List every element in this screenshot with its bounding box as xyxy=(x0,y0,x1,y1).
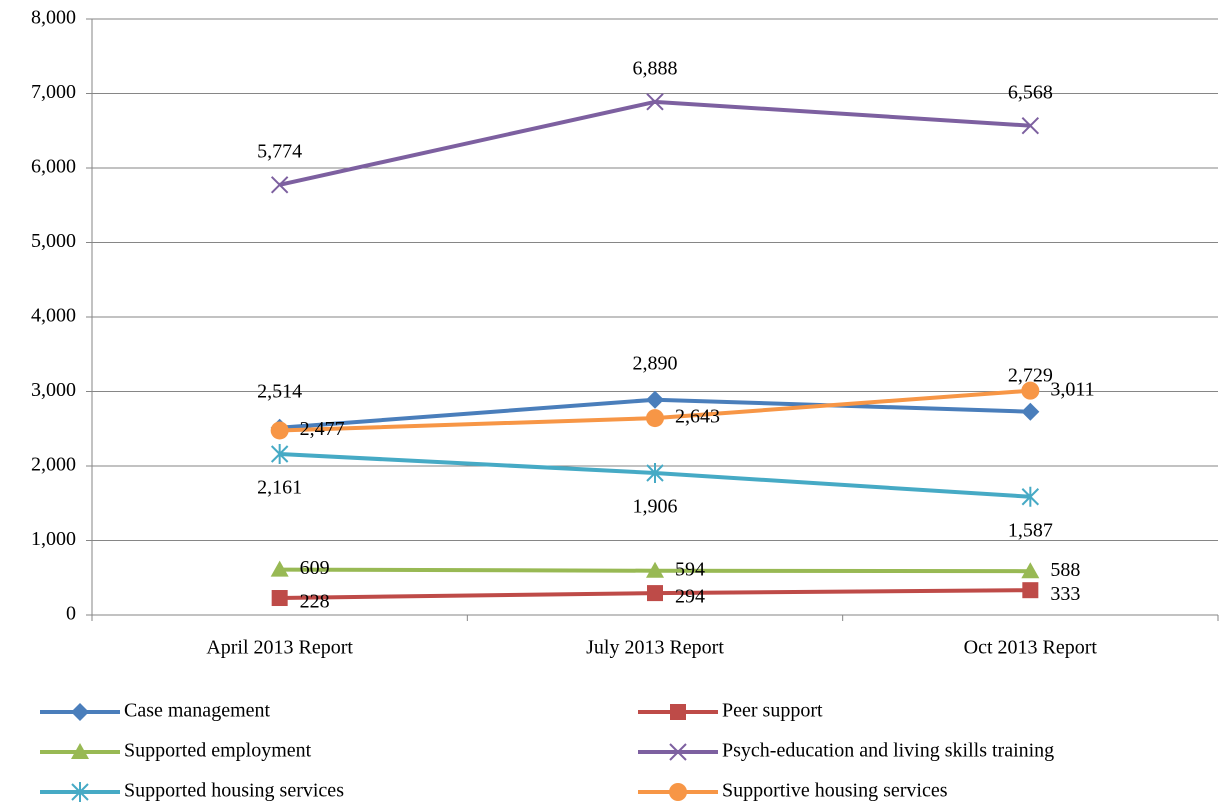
marker xyxy=(669,743,687,761)
data-label: 228 xyxy=(300,591,330,613)
marker xyxy=(646,561,664,578)
data-label: 2,161 xyxy=(257,477,302,499)
data-label: 333 xyxy=(1050,583,1080,605)
y-tick-label: 7,000 xyxy=(31,81,76,103)
series: 5,774 6,888 6,568 xyxy=(257,57,1053,194)
y-tick-label: 8,000 xyxy=(31,7,76,29)
data-label: 5,774 xyxy=(257,140,302,162)
marker xyxy=(1022,582,1039,599)
marker xyxy=(1021,562,1040,579)
data-label: 588 xyxy=(1050,559,1080,581)
legend-label: Psych-education and living skills traini… xyxy=(722,740,1054,762)
x-tick-label: July 2013 Report xyxy=(586,637,724,659)
y-tick-label: 4,000 xyxy=(31,305,76,327)
marker xyxy=(270,444,289,465)
marker xyxy=(1021,402,1040,421)
marker xyxy=(1021,381,1040,400)
marker xyxy=(1021,486,1040,507)
y-tick-label: 6,000 xyxy=(31,156,76,178)
data-label: 2,477 xyxy=(300,418,345,440)
legend-label: Peer support xyxy=(722,700,823,722)
series: 228 294 333 xyxy=(271,582,1080,613)
data-label: 1,587 xyxy=(1008,519,1053,541)
marker xyxy=(646,93,664,111)
x-tick-label: April 2013 Report xyxy=(206,637,353,659)
marker xyxy=(669,783,687,801)
legend-label: Supported housing services xyxy=(124,780,344,802)
marker xyxy=(646,409,664,428)
marker xyxy=(71,703,89,721)
marker xyxy=(1021,116,1040,135)
series: 2,161 1,906 1,587 xyxy=(257,444,1053,541)
marker xyxy=(71,782,89,802)
data-label: 6,568 xyxy=(1008,81,1053,103)
marker xyxy=(71,743,89,759)
legend-label: Supportive housing services xyxy=(722,780,948,802)
y-tick-label: 2,000 xyxy=(31,454,76,476)
data-label: 594 xyxy=(675,558,705,580)
data-label: 609 xyxy=(300,557,330,579)
series: 609 594 588 xyxy=(270,557,1080,581)
data-label: 2,514 xyxy=(257,380,302,402)
marker xyxy=(646,390,664,409)
data-label: 6,888 xyxy=(633,57,678,79)
y-tick-label: 1,000 xyxy=(31,528,76,550)
series: 2,477 2,643 3,011 xyxy=(270,378,1095,440)
y-tick-label: 0 xyxy=(66,603,76,625)
data-label: 1,906 xyxy=(633,496,678,518)
marker xyxy=(270,176,289,194)
x-tick-label: Oct 2013 Report xyxy=(964,637,1098,659)
data-label: 2,643 xyxy=(675,406,720,428)
legend-label: Case management xyxy=(124,700,270,722)
marker xyxy=(647,585,663,602)
marker xyxy=(646,463,664,484)
marker xyxy=(271,590,288,607)
series-line xyxy=(279,99,1031,187)
legend-label: Supported employment xyxy=(124,740,312,762)
y-tick-label: 3,000 xyxy=(31,379,76,401)
marker xyxy=(270,421,289,440)
marker xyxy=(270,560,289,577)
data-label: 2,729 xyxy=(1008,364,1053,386)
data-label: 2,890 xyxy=(633,352,678,374)
y-tick-label: 5,000 xyxy=(31,230,76,252)
marker xyxy=(670,704,686,720)
data-label: 294 xyxy=(675,586,705,608)
data-label: 3,011 xyxy=(1050,378,1094,400)
